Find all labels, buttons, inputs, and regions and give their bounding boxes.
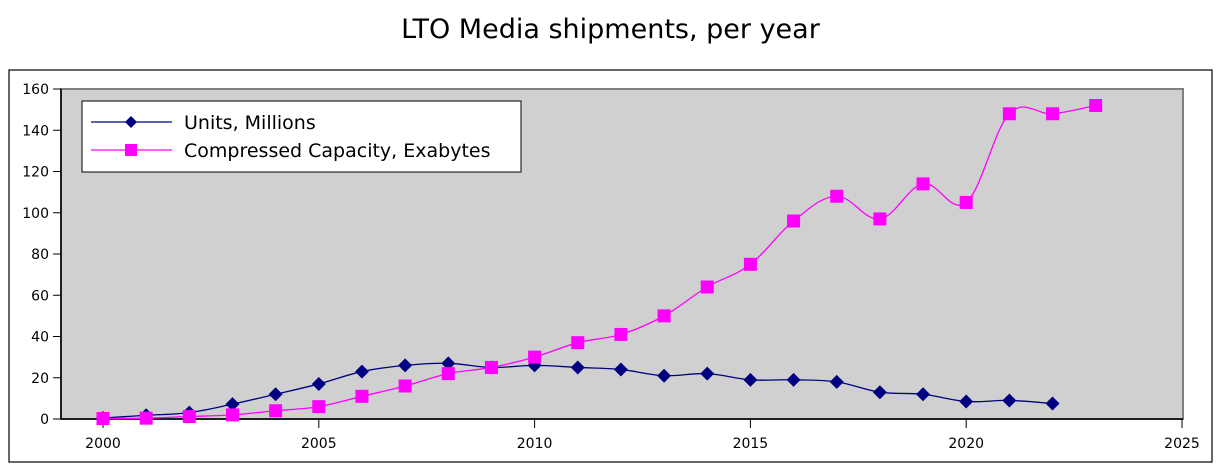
legend-marker-units (125, 116, 137, 128)
data-point-units (354, 364, 369, 379)
legend-label-units: Units, Millions (184, 112, 316, 134)
data-point-capacity (1089, 99, 1103, 112)
y-tick-label: 140 (22, 123, 49, 139)
y-tick-label: 120 (22, 165, 49, 181)
data-point-capacity (269, 404, 283, 418)
x-tick-label: 2025 (1164, 436, 1200, 452)
data-point-capacity (484, 360, 498, 374)
y-tick-label: 60 (31, 288, 49, 304)
data-point-capacity (96, 412, 110, 426)
data-point-units (829, 374, 844, 389)
data-point-capacity (873, 212, 887, 226)
y-tick-label: 100 (22, 206, 49, 222)
y-tick-label: 20 (31, 371, 49, 387)
data-point-capacity (398, 379, 412, 393)
axes: 0 20 40 60 80 100 120 140 160 2000 2005 2010 2015 202… (22, 82, 1200, 452)
data-point-capacity (225, 408, 239, 422)
data-point-units (959, 394, 974, 409)
legend-box (81, 100, 522, 173)
data-point-units (916, 387, 931, 402)
data-point-units (786, 372, 801, 387)
data-point-capacity (1046, 107, 1060, 121)
data-point-capacity (355, 389, 369, 403)
chart-title: LTO Media shipments, per year (401, 14, 820, 45)
x-tick-label: 2020 (948, 436, 984, 452)
data-point-capacity (139, 411, 153, 425)
data-point-capacity (743, 257, 757, 271)
y-tick-label: 0 (40, 412, 49, 428)
data-point-capacity (959, 195, 973, 209)
data-point-capacity (441, 367, 455, 381)
data-point-units (700, 366, 715, 381)
data-point-units (268, 387, 283, 402)
x-tick-label: 2015 (733, 436, 769, 452)
x-tick-label: 2010 (517, 436, 553, 452)
data-point-units (1002, 393, 1017, 408)
series-layer (96, 99, 1103, 426)
data-point-capacity (182, 410, 196, 424)
data-point-capacity (916, 177, 930, 191)
y-tick-label: 160 (22, 82, 49, 98)
y-tick-label: 40 (31, 330, 49, 346)
data-point-units (743, 372, 758, 387)
data-point-capacity (700, 280, 714, 294)
data-point-capacity (830, 189, 844, 203)
legend: Units, Millions Compressed Capacity, Exa… (81, 100, 522, 173)
data-point-units (613, 362, 628, 377)
data-point-capacity (787, 214, 801, 228)
data-point-units (570, 360, 585, 375)
x-tick-label: 2000 (85, 436, 121, 452)
data-point-units (872, 385, 887, 400)
data-point-units (1045, 396, 1060, 411)
x-tick-label: 2005 (301, 436, 337, 452)
data-point-capacity (657, 309, 671, 323)
data-point-capacity (614, 327, 628, 341)
data-point-units (225, 397, 240, 412)
data-point-units (398, 358, 413, 373)
data-point-capacity (312, 400, 326, 414)
y-tick-label: 80 (31, 247, 49, 263)
data-point-units (311, 376, 326, 391)
data-point-units (441, 356, 456, 371)
data-point-capacity (1002, 107, 1016, 121)
data-point-capacity (571, 336, 585, 350)
data-point-units (657, 368, 672, 383)
legend-marker-capacity (125, 144, 137, 156)
legend-label-capacity: Compressed Capacity, Exabytes (184, 140, 490, 162)
data-point-capacity (528, 350, 542, 364)
